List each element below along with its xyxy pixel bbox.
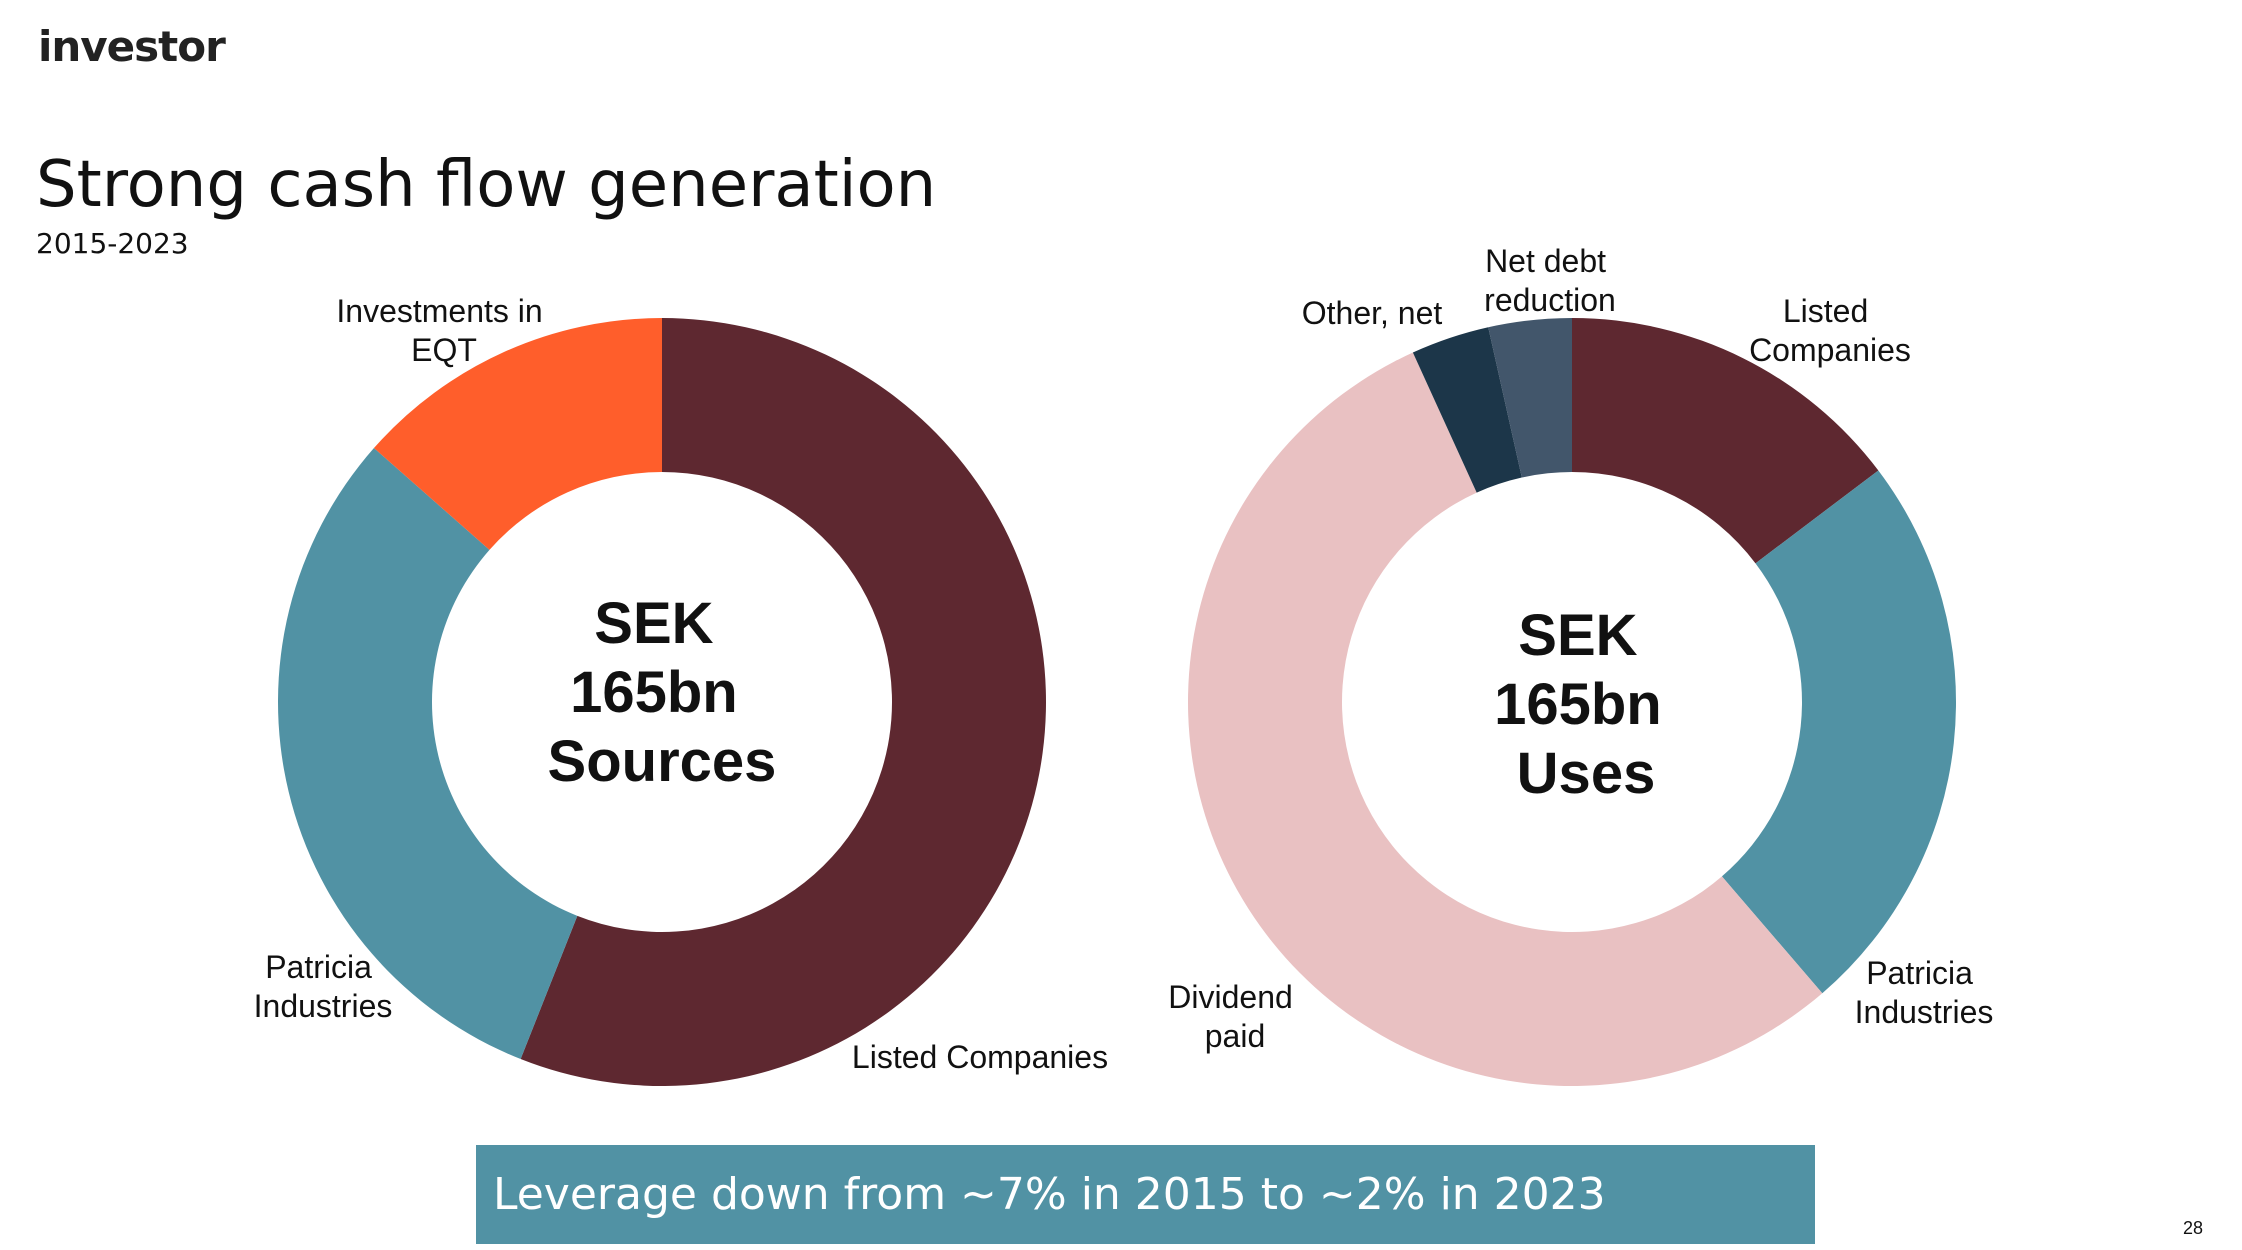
uses-label-dividend-text: Dividend bbox=[1168, 979, 1293, 1015]
uses-center-line2: 165bn bbox=[1494, 672, 1662, 737]
uses-label-patricia: Patricia Industries bbox=[1855, 955, 1994, 1030]
slide-title: Strong cash flow generation bbox=[36, 148, 937, 222]
sources-label-eqt: Investments in EQT bbox=[336, 293, 551, 368]
uses-label-listed-text: Listed bbox=[1783, 293, 1868, 329]
sources-slice-listed-companies bbox=[520, 318, 1046, 1086]
sources-slice-patricia-industries bbox=[277, 448, 578, 1060]
investor-logo: investor bbox=[38, 22, 226, 71]
uses-label-net-debt: Net debt reduction bbox=[1484, 243, 1616, 318]
sources-center-text: SEK 165bn Sources bbox=[548, 591, 777, 794]
uses-label-other-text: Other, net bbox=[1302, 295, 1443, 331]
sources-center-line1: SEK bbox=[594, 591, 713, 656]
sources-label-patricia: Patricia Industries bbox=[254, 949, 393, 1024]
uses-slice-other-net bbox=[1412, 327, 1522, 493]
sources-label-listed: Listed Companies bbox=[852, 1039, 1108, 1075]
uses-label-dividend-text-line2: paid bbox=[1205, 1018, 1266, 1054]
uses-label-other: Other, net bbox=[1302, 295, 1443, 331]
sources-label-patricia-text: Patricia bbox=[265, 949, 372, 985]
uses-label-net-debt-text-line2: reduction bbox=[1484, 282, 1616, 318]
uses-label-patricia-text: Patricia bbox=[1866, 955, 1973, 991]
uses-label-dividend: Dividend paid bbox=[1168, 979, 1301, 1054]
sources-center-line3: Sources bbox=[548, 729, 777, 794]
sources-label-eqt-line1: Investments in bbox=[336, 293, 542, 329]
uses-center-text: SEK 165bn Uses bbox=[1494, 603, 1678, 806]
uses-label-listed-text-line2: Companies bbox=[1749, 332, 1911, 368]
uses-slice-listed-companies bbox=[1572, 318, 1879, 564]
uses-label-net-debt-text: Net debt bbox=[1485, 243, 1606, 279]
uses-slice-net-debt-reduction bbox=[1488, 318, 1572, 478]
sources-slice-investments-in-eqt bbox=[373, 318, 662, 550]
sources-label-patricia-text-line2: Industries bbox=[254, 988, 393, 1024]
sources-center-line2: 165bn bbox=[570, 660, 738, 725]
uses-center-line1: SEK bbox=[1518, 603, 1637, 668]
uses-label-patricia-text-line2: Industries bbox=[1855, 994, 1994, 1030]
uses-center-line3: Uses bbox=[1517, 741, 1656, 806]
uses-donut-chart bbox=[1188, 318, 1957, 1086]
uses-label-listed: Listed Companies bbox=[1749, 293, 1911, 368]
leverage-banner-text: Leverage down from ~7% in 2015 to ~2% in… bbox=[493, 1169, 1606, 1220]
leverage-banner: Leverage down from ~7% in 2015 to ~2% in… bbox=[476, 1145, 1815, 1244]
sources-label-listed-text: Listed Companies bbox=[852, 1039, 1108, 1075]
uses-slice-dividend-paid bbox=[1188, 352, 1823, 1086]
uses-slice-patricia-industries bbox=[1721, 470, 1957, 994]
page-number: 28 bbox=[2183, 1218, 2204, 1238]
sources-donut-chart bbox=[277, 318, 1046, 1086]
slide-subtitle: 2015-2023 bbox=[36, 227, 189, 260]
sources-label-eqt-line1-line2: EQT bbox=[411, 332, 477, 368]
